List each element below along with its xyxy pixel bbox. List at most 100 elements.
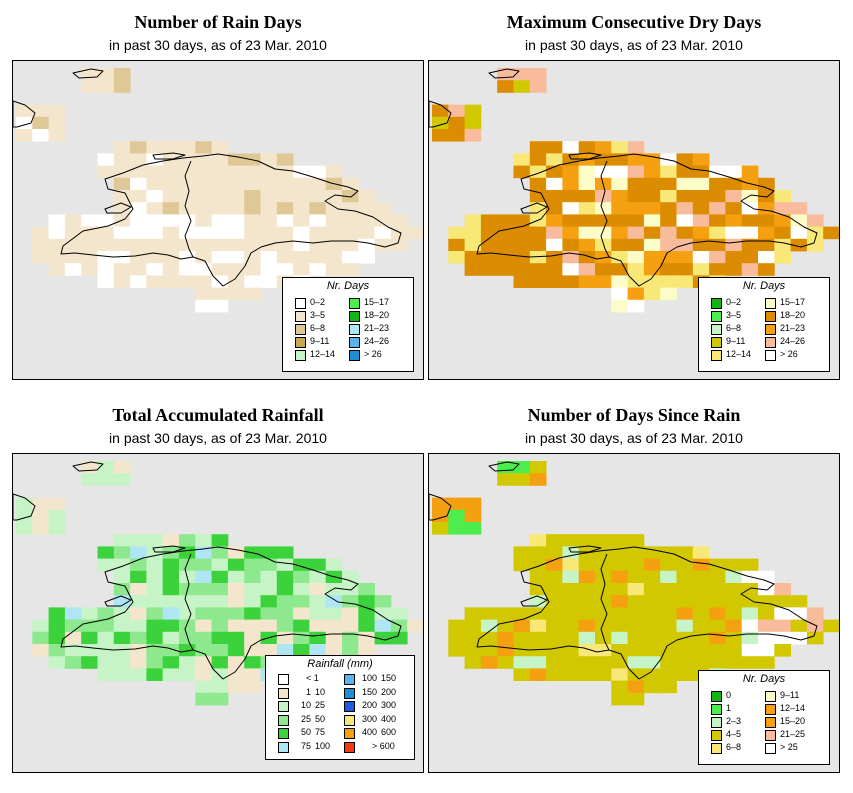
grid-cell [358, 226, 375, 240]
grid-cell [309, 583, 327, 596]
grid-cell [611, 202, 628, 215]
legend-range-low: 1 [305, 686, 311, 697]
grid-cell [758, 263, 775, 276]
legend-label: 18–20 [364, 310, 390, 320]
grid-cell [374, 595, 392, 608]
grid-cell [676, 546, 694, 559]
legend-label: 12–14 [780, 703, 806, 713]
grid-cell [513, 546, 531, 559]
grid-cell [309, 177, 327, 191]
legend-range-low: 150 [361, 686, 377, 697]
legend-label: 6–8 [726, 323, 742, 333]
legend-range-high: 75 [315, 727, 326, 737]
grid-cell [660, 631, 677, 645]
grid-cell [211, 287, 229, 301]
grid-cell [513, 656, 531, 669]
grid-cell [97, 214, 115, 227]
grid-cell [16, 104, 33, 118]
grid-cell [627, 226, 645, 240]
grid-cell [244, 680, 261, 694]
country-border [184, 553, 194, 651]
grid-cell [113, 251, 131, 264]
grid-cell [97, 558, 115, 572]
island-outline [13, 100, 36, 128]
grid-cell [146, 263, 164, 276]
grid-cell [790, 595, 808, 608]
grid-cell [497, 251, 514, 264]
grid-cell [725, 226, 743, 240]
legend-title: Rainfall (mm) [307, 658, 373, 670]
grid-cell [293, 226, 310, 240]
grid-cell [81, 214, 98, 227]
grid-cell [179, 275, 196, 288]
grid-cell [464, 129, 482, 142]
grid-cell [130, 263, 147, 276]
grid-cell [179, 263, 196, 276]
grid-cell [374, 607, 392, 620]
island-outline [72, 461, 104, 472]
grid-cell [276, 570, 294, 584]
grid-cell [578, 214, 596, 227]
grid-cell [660, 251, 677, 264]
grid-cell [325, 251, 343, 264]
grid-cell [227, 546, 245, 559]
grid-cell [709, 619, 726, 633]
grid-cell [595, 668, 612, 681]
grid-cell [276, 177, 294, 191]
grid-cell [211, 190, 229, 203]
grid-cell [325, 263, 343, 276]
grid-cell [627, 546, 645, 559]
grid-cell [146, 570, 164, 584]
grid-cell [227, 214, 245, 227]
grid-cell [358, 631, 375, 645]
grid-cell [578, 177, 596, 191]
grid-cell [448, 238, 465, 252]
grid-cell [48, 129, 66, 142]
legend-title: Nr. Days [742, 673, 786, 685]
legend-range-low: 300 [361, 713, 377, 724]
grid-cell [676, 226, 694, 240]
grid-cell [790, 631, 808, 645]
grid-cell [260, 546, 278, 559]
grid-cell [774, 619, 791, 633]
grid-cell [81, 238, 98, 252]
grid-cell [358, 583, 375, 596]
grid-cell [692, 214, 710, 227]
grid-cell [325, 619, 343, 633]
grid-cell [611, 668, 628, 681]
grid-cell [676, 190, 694, 203]
grid-cell [562, 631, 580, 645]
grid-cell [81, 644, 98, 657]
grid-cell [660, 202, 677, 215]
grid-cell [309, 202, 327, 215]
grid-cell [227, 680, 245, 694]
country-border [600, 553, 610, 651]
grid-cell [195, 583, 212, 596]
grid-cell [130, 595, 147, 608]
grid-cell [660, 644, 677, 657]
grid-cell [546, 534, 563, 547]
grid-cell [64, 607, 82, 620]
grid-cell [790, 214, 808, 227]
legend-title: Nr. Days [742, 280, 786, 292]
grid-cell [774, 607, 791, 620]
grid-cell [130, 226, 147, 240]
grid-cell [325, 165, 343, 179]
grid-cell [611, 558, 628, 572]
grid-cell [448, 631, 465, 645]
legend-label: 15–17 [780, 297, 806, 307]
legend-label: 21–23 [364, 323, 390, 333]
grid-cell [432, 104, 449, 118]
legend-swatch [765, 298, 776, 309]
grid-cell [480, 226, 498, 240]
grid-cell [48, 238, 66, 252]
grid-cell [162, 644, 180, 657]
grid-cell [660, 607, 677, 620]
grid-cell [676, 263, 694, 276]
grid-cell [611, 177, 628, 191]
grid-cell [146, 275, 164, 288]
grid-cell [480, 238, 498, 252]
grid-cell [309, 226, 327, 240]
grid-cell [358, 251, 375, 264]
grid-cell [162, 238, 180, 252]
